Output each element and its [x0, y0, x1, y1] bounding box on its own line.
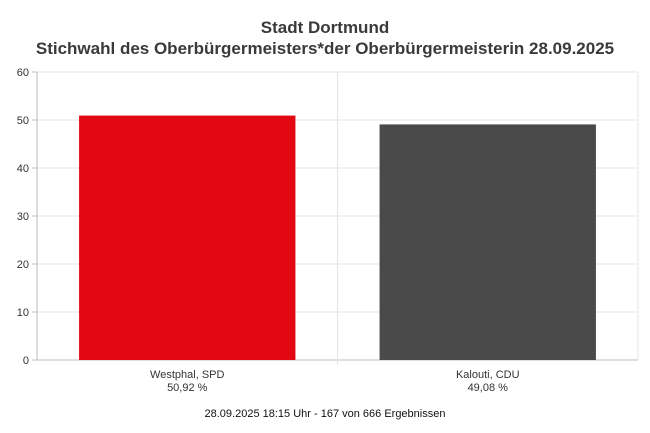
bar-value-label: 50,92 % [167, 382, 208, 394]
y-tick-label: 20 [17, 259, 29, 271]
chart-subtitle: Stichwahl des Oberbürgermeisters*der Obe… [35, 39, 615, 58]
chart-title: Stadt Dortmund [260, 18, 390, 37]
y-tick-label: 30 [17, 211, 29, 223]
y-tick-label: 0 [23, 355, 29, 367]
y-tick-label: 60 [17, 67, 29, 79]
x-tick-label: Westphal, SPD [150, 369, 224, 381]
y-tick-label: 10 [17, 307, 29, 319]
y-tick-label: 40 [17, 163, 29, 175]
bar-1 [79, 115, 296, 360]
bar-value-label: 49,08 % [468, 382, 509, 394]
x-tick-label: Kalouti, CDU [456, 369, 520, 381]
results-status: 28.09.2025 18:15 Uhr - 167 von 666 Ergeb… [204, 408, 446, 420]
y-tick-label: 50 [17, 115, 29, 127]
bar-2 [379, 124, 596, 360]
